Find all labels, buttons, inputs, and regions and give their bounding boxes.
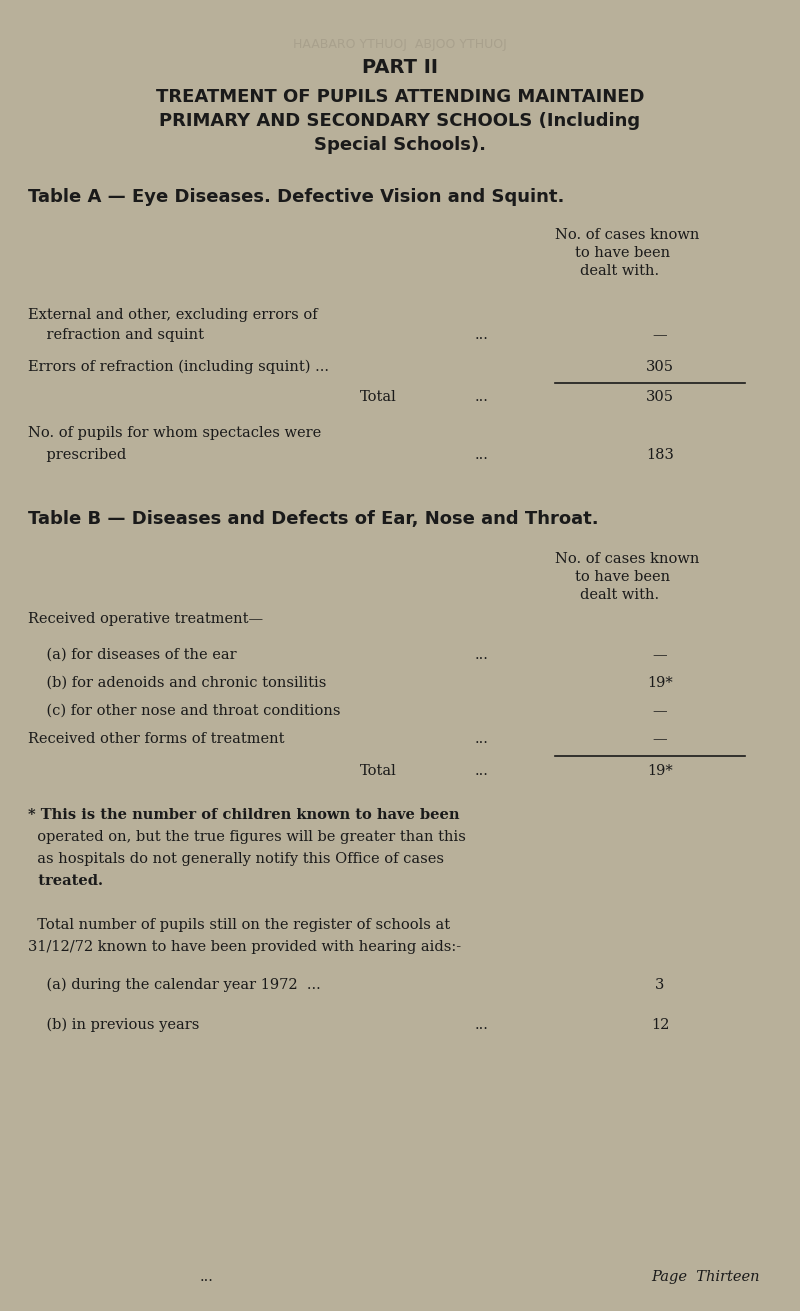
Text: HAABARO YTHUOJ  ABJOO YTHUOJ: HAABARO YTHUOJ ABJOO YTHUOJ [293, 38, 507, 51]
Text: No. of cases known: No. of cases known [555, 228, 699, 243]
Text: ...: ... [475, 389, 489, 404]
Text: ...: ... [475, 764, 489, 777]
Text: PRIMARY AND SECONDARY SCHOOLS (Including: PRIMARY AND SECONDARY SCHOOLS (Including [159, 111, 641, 130]
Text: (a) during the calendar year 1972  ...: (a) during the calendar year 1972 ... [28, 978, 321, 992]
Text: 31/12/72 known to have been provided with hearing aids:-: 31/12/72 known to have been provided wit… [28, 940, 461, 954]
Text: —: — [653, 328, 667, 342]
Text: Total: Total [360, 764, 397, 777]
Text: refraction and squint: refraction and squint [28, 328, 204, 342]
Text: Table A — Eye Diseases. Defective Vision and Squint.: Table A — Eye Diseases. Defective Vision… [28, 187, 564, 206]
Text: 305: 305 [646, 361, 674, 374]
Text: No. of pupils for whom spectacles were: No. of pupils for whom spectacles were [28, 426, 322, 440]
Text: 3: 3 [655, 978, 665, 992]
Text: Errors of refraction (including squint) ...: Errors of refraction (including squint) … [28, 361, 329, 375]
Text: Special Schools).: Special Schools). [314, 136, 486, 153]
Text: ...: ... [475, 448, 489, 461]
Text: as hospitals do not generally notify this Office of cases: as hospitals do not generally notify thi… [28, 852, 444, 867]
Text: —: — [653, 732, 667, 746]
Text: ...: ... [475, 1019, 489, 1032]
Text: 183: 183 [646, 448, 674, 461]
Text: dealt with.: dealt with. [580, 264, 659, 278]
Text: TREATMENT OF PUPILS ATTENDING MAINTAINED: TREATMENT OF PUPILS ATTENDING MAINTAINED [156, 88, 644, 106]
Text: (a) for diseases of the ear: (a) for diseases of the ear [28, 648, 237, 662]
Text: 305: 305 [646, 389, 674, 404]
Text: —: — [653, 648, 667, 662]
Text: ...: ... [200, 1270, 214, 1283]
Text: (b) in previous years: (b) in previous years [28, 1019, 199, 1032]
Text: dealt with.: dealt with. [580, 589, 659, 602]
Text: to have been: to have been [575, 246, 670, 260]
Text: Total number of pupils still on the register of schools at: Total number of pupils still on the regi… [28, 918, 450, 932]
Text: No. of cases known: No. of cases known [555, 552, 699, 566]
Text: 19*: 19* [647, 676, 673, 690]
Text: 12: 12 [651, 1019, 669, 1032]
Text: Received other forms of treatment: Received other forms of treatment [28, 732, 285, 746]
Text: 19*: 19* [647, 764, 673, 777]
Text: Total: Total [360, 389, 397, 404]
Text: Table B — Diseases and Defects of Ear, Nose and Throat.: Table B — Diseases and Defects of Ear, N… [28, 510, 598, 528]
Text: treated.: treated. [28, 874, 103, 888]
Text: PART II: PART II [362, 58, 438, 77]
Text: (c) for other nose and throat conditions: (c) for other nose and throat conditions [28, 704, 341, 718]
Text: operated on, but the true figures will be greater than this: operated on, but the true figures will b… [28, 830, 466, 844]
Text: —: — [653, 704, 667, 718]
Text: prescribed: prescribed [28, 448, 126, 461]
Text: ...: ... [475, 648, 489, 662]
Text: External and other, excluding errors of: External and other, excluding errors of [28, 308, 318, 323]
Text: Page  Thirteen: Page Thirteen [651, 1270, 760, 1283]
Text: ...: ... [475, 328, 489, 342]
Text: ...: ... [475, 732, 489, 746]
Text: * This is the number of children known to have been: * This is the number of children known t… [28, 808, 459, 822]
Text: (b) for adenoids and chronic tonsilitis: (b) for adenoids and chronic tonsilitis [28, 676, 326, 690]
Text: Received operative treatment—: Received operative treatment— [28, 612, 263, 625]
Text: to have been: to have been [575, 570, 670, 583]
